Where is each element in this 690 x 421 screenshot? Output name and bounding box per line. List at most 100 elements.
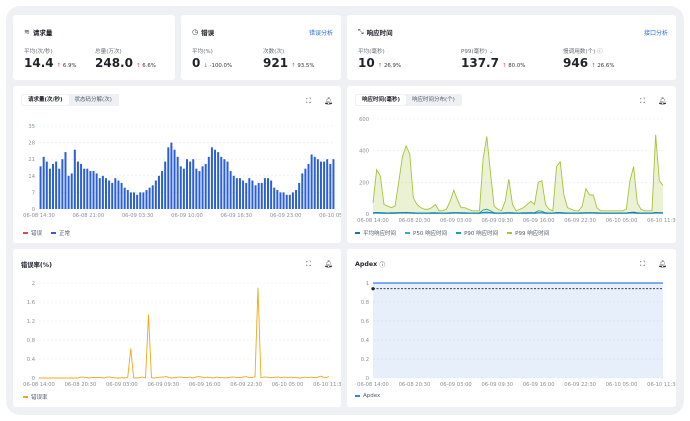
- x-tick-label: 06-08 20:30: [65, 382, 97, 388]
- bar: [254, 185, 257, 209]
- bar: [173, 149, 176, 209]
- bar: [282, 192, 285, 209]
- bar: [114, 178, 117, 209]
- fullscreen-icon[interactable]: ⛶: [306, 97, 311, 105]
- y-tick-label: 0.4: [27, 357, 36, 363]
- bar: [263, 178, 266, 209]
- metric-label: 平均(毫秒): [358, 49, 385, 55]
- apdex-legend: Apdex: [355, 393, 380, 399]
- legend-item-p90[interactable]: P90 响应时间: [456, 229, 498, 237]
- bar: [176, 156, 179, 209]
- fullscreen-icon[interactable]: ⛶: [306, 260, 311, 268]
- arrow-up-icon: ↑: [501, 63, 507, 69]
- metric-label: 慢调用数(个) ⓘ: [563, 49, 603, 55]
- metric-p99-latency: 137.7 ↑ 80.0%: [461, 56, 526, 70]
- arrow-up-icon: ↑: [591, 63, 596, 69]
- bar: [270, 180, 273, 209]
- arrow-down-icon: ↓: [203, 63, 208, 69]
- bar: [323, 161, 326, 209]
- summary-title-requests: ≋ 请求量: [24, 28, 53, 37]
- y-tick-label: 600: [359, 117, 369, 123]
- legend-item-error[interactable]: 错误: [23, 229, 42, 237]
- x-tick-label: 06-09 22:30: [230, 382, 262, 388]
- series-line-error-rate: [39, 287, 330, 379]
- bar: [273, 187, 276, 209]
- bar: [167, 147, 170, 209]
- summary-card-latency: ⤡ 响应时间 接口分析 平均(毫秒) 10 ↑ 26.9% P99(毫秒) ⌄ 13…: [347, 15, 676, 80]
- x-tick-label: 06-10 05:00: [272, 382, 304, 388]
- bar: [301, 173, 304, 209]
- bar: [161, 171, 164, 209]
- stack-icon: ≋: [24, 28, 30, 36]
- bell-icon[interactable]: 🔔︎: [324, 260, 333, 268]
- x-tick-label: 06-09 09:30: [147, 382, 179, 388]
- series-area-apdex: [373, 283, 663, 378]
- tab-latency[interactable]: 响应时间(毫秒): [356, 95, 407, 105]
- bar: [120, 182, 123, 209]
- series-area-p99: [373, 134, 663, 214]
- metric-avg-requests: 14.4 ↑ 6.9%: [24, 56, 77, 70]
- bar: [192, 159, 195, 209]
- tab-requests-rate[interactable]: 请求量(次/秒): [22, 95, 69, 105]
- bar: [73, 149, 76, 209]
- metric-error-count: 921 ↑ 93.5%: [263, 56, 315, 70]
- x-tick-label: 06-08 20:30: [399, 382, 431, 388]
- bell-icon[interactable]: 🔔︎: [324, 97, 333, 105]
- bar: [248, 178, 251, 209]
- bar: [151, 185, 154, 209]
- bar: [267, 178, 269, 209]
- x-tick-label: 06-10 11:30: [647, 382, 676, 388]
- bell-icon[interactable]: 🔔︎: [658, 97, 667, 105]
- panel-latency: 响应时间(毫秒) 响应时间分布(个) ⛶ 🔔︎ 0 200 400 600 06-08 …: [347, 86, 676, 243]
- y-tick-label: 0.4: [361, 338, 370, 344]
- x-tick-label: 06-08 14:30: [23, 213, 55, 219]
- legend-item-error-rate[interactable]: 错误率: [23, 393, 48, 401]
- y-tick-label: 28: [28, 141, 35, 147]
- bell-icon[interactable]: 🔔︎: [658, 260, 667, 268]
- y-tick-label: 1.2: [27, 319, 35, 325]
- bar: [142, 192, 145, 209]
- metric-label: 总量(万次): [95, 49, 122, 55]
- bar: [182, 168, 185, 209]
- tab-status-codes[interactable]: 状态码分解(次): [74, 97, 112, 103]
- bar: [186, 159, 188, 209]
- bar: [45, 161, 48, 209]
- x-tick-label: 06-08 20:30: [399, 218, 431, 224]
- tab-latency-distribution[interactable]: 响应时间分布(个): [412, 97, 455, 103]
- apdex-area-chart: 0 0.2 0.4 0.6 0.8 1 06-08 14:00 06-08 20:30 06-0…: [357, 281, 676, 388]
- bar: [108, 180, 111, 209]
- bar: [260, 182, 263, 209]
- fullscreen-icon[interactable]: ⛶: [640, 97, 645, 105]
- bar: [214, 149, 217, 209]
- metric-label[interactable]: P99(毫秒) ⌄: [461, 49, 494, 55]
- y-tick-label: 35: [28, 124, 35, 130]
- x-tick-label: 06-09 16:00: [523, 382, 555, 388]
- bar: [101, 175, 104, 209]
- y-tick-label: 0.8: [361, 300, 369, 306]
- bar: [257, 182, 260, 209]
- latency-line-chart: 0 200 400 600 06-08 14:00 06-08 20:30 06-09 03…: [357, 117, 676, 224]
- bar: [316, 159, 319, 209]
- legend-item-p99[interactable]: P99 响应时间: [507, 229, 549, 237]
- threshold-marker: [371, 287, 375, 291]
- bar: [291, 192, 294, 209]
- error-analysis-link[interactable]: 错误分析: [309, 30, 334, 37]
- bar: [117, 180, 120, 209]
- x-tick-label: 06-08 14:00: [357, 218, 389, 224]
- legend-item-avg[interactable]: 平均响应时间: [355, 229, 396, 237]
- summary-title-errors: ◷ 错误: [192, 28, 215, 37]
- x-tick-label: 06-09 22:30: [564, 382, 596, 388]
- bar: [313, 156, 316, 209]
- bar: [229, 171, 232, 209]
- bar: [179, 166, 182, 209]
- metric-avg-latency: 10 ↑ 26.9%: [358, 56, 402, 70]
- legend-item-normal[interactable]: 正常: [51, 229, 70, 237]
- bar: [298, 182, 301, 209]
- api-analysis-link[interactable]: 接口分析: [644, 30, 669, 37]
- x-tick-label: 06-09 23:00: [270, 213, 302, 219]
- legend-item-p50[interactable]: P50 响应时间: [405, 229, 447, 237]
- bar: [304, 168, 307, 209]
- bar: [133, 192, 136, 209]
- legend-item-apdex[interactable]: Apdex: [355, 393, 380, 399]
- fullscreen-icon[interactable]: ⛶: [640, 260, 645, 268]
